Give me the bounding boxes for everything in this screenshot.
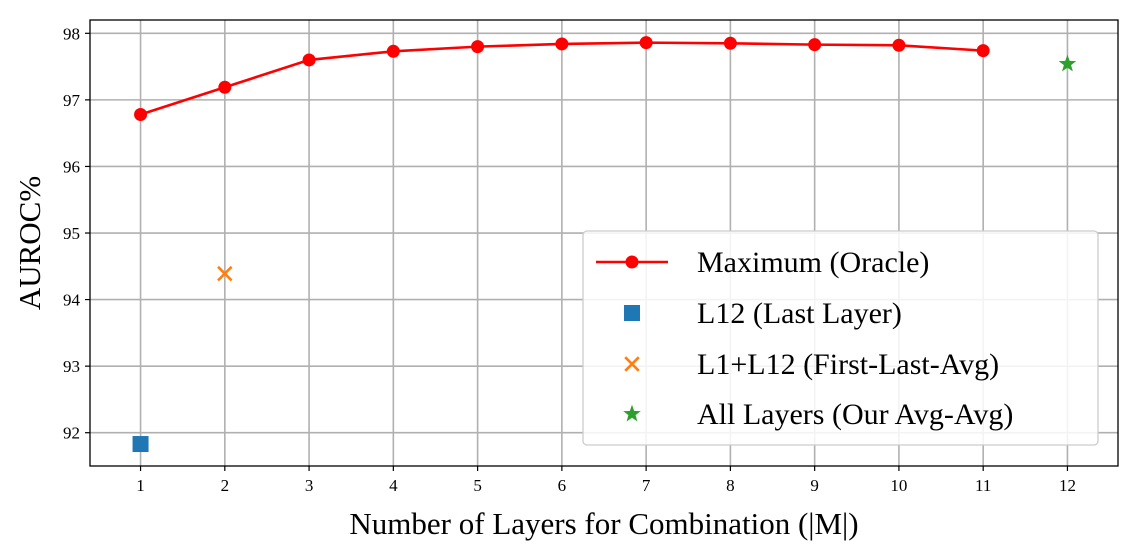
x-tick-label: 4 (389, 476, 398, 495)
data-point (302, 53, 316, 67)
data-point (639, 36, 653, 50)
series-1 (132, 436, 149, 453)
data-point (892, 38, 906, 52)
legend-label: L12 (Last Layer) (697, 297, 902, 330)
x-tick-label: 10 (890, 476, 907, 495)
data-point (386, 44, 400, 58)
x-tick-label: 11 (975, 476, 991, 495)
data-point (1058, 54, 1077, 72)
x-tick-label: 8 (726, 476, 735, 495)
x-tick-label: 3 (305, 476, 314, 495)
data-point (976, 44, 990, 58)
legend-item: L12 (Last Layer) (624, 297, 902, 330)
x-tick-label: 12 (1059, 476, 1076, 495)
legend-marker (624, 356, 640, 372)
data-point (555, 37, 569, 51)
data-point (217, 265, 233, 282)
y-tick-label: 93 (63, 357, 80, 376)
axes-frame (89, 19, 1119, 467)
legend: Maximum (Oracle) L12 (Last Layer) L1+L12 (… (582, 230, 1099, 446)
legend-item: All Layers (Our Avg-Avg) (623, 398, 1013, 431)
y-tick-label: 97 (63, 91, 81, 110)
series-2 (217, 265, 233, 282)
x-axis-title: Number of Layers for Combination (|M|) (349, 506, 858, 541)
legend-box (582, 230, 1099, 446)
y-tick-label: 98 (63, 24, 80, 43)
x-tick-label: 1 (136, 476, 145, 495)
legend-marker (624, 305, 640, 321)
x-tick-label: 5 (473, 476, 482, 495)
y-tick-label: 92 (63, 424, 80, 443)
plot-area (132, 36, 1077, 453)
x-tick-label: 2 (221, 476, 230, 495)
series-0 (134, 36, 990, 122)
data-point (808, 38, 822, 52)
data-point (723, 36, 737, 50)
y-axis-title: AUROC% (12, 176, 47, 310)
y-tick-label: 94 (63, 291, 81, 310)
x-tick-label: 6 (558, 476, 567, 495)
data-point (218, 80, 232, 94)
legend-item: L1+L12 (First-Last-Avg) (624, 348, 999, 381)
legend-label: All Layers (Our Avg-Avg) (697, 398, 1013, 431)
legend-marker (625, 255, 639, 269)
x-tick-label: 9 (810, 476, 819, 495)
x-tick-label: 7 (642, 476, 651, 495)
series-3 (1058, 54, 1077, 72)
y-tick-label: 95 (63, 224, 80, 243)
data-point (471, 40, 485, 54)
legend-marker (623, 404, 641, 422)
data-point (132, 436, 149, 453)
y-tick-label: 96 (63, 157, 80, 176)
data-point (134, 108, 148, 122)
legend-label: Maximum (Oracle) (697, 246, 929, 279)
legend-label: L1+L12 (First-Last-Avg) (697, 348, 999, 381)
legend-item: Maximum (Oracle) (596, 246, 929, 279)
